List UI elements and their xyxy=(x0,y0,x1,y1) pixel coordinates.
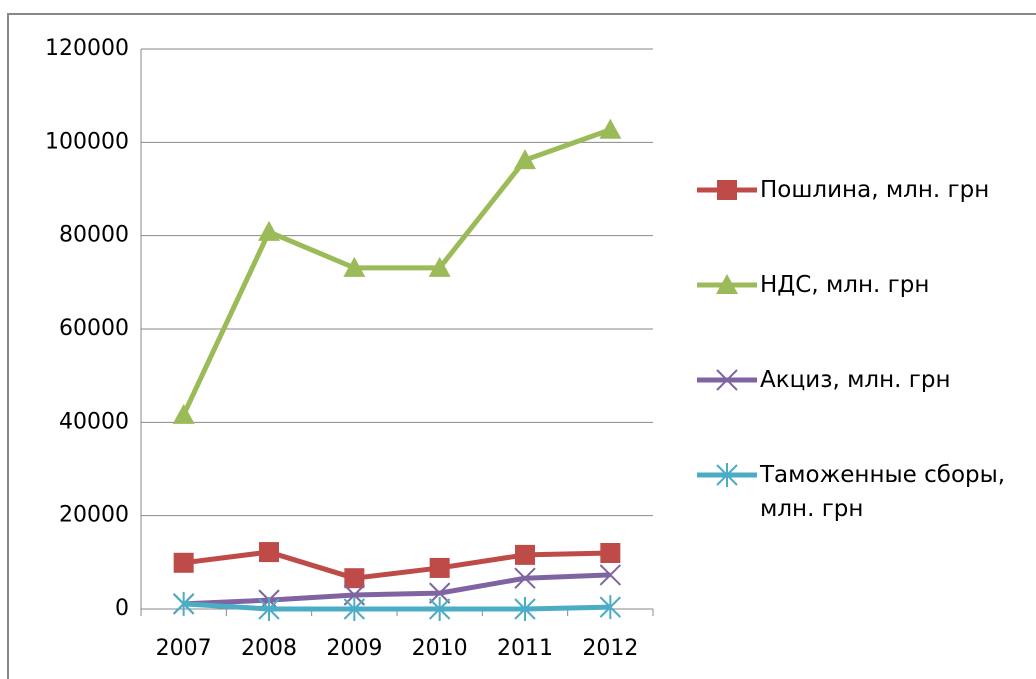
legend-label: НДС, млн. грн xyxy=(760,272,930,298)
marker xyxy=(514,597,536,621)
legend-label: Акциз, млн. грн xyxy=(760,367,951,393)
marker xyxy=(514,567,536,589)
marker xyxy=(599,118,622,139)
marker xyxy=(515,544,535,565)
y-tick-label: 100000 xyxy=(45,129,129,154)
y-tick-label: 20000 xyxy=(59,503,129,528)
marker xyxy=(428,582,451,604)
legend-marker xyxy=(717,180,737,200)
marker xyxy=(259,542,279,563)
marker xyxy=(343,256,366,277)
marker xyxy=(514,149,536,170)
x-tick-label: 2007 xyxy=(156,636,212,661)
legend-marker xyxy=(716,274,738,294)
series-line xyxy=(183,572,611,607)
legend-label: Таможенные сборы, млн. грн xyxy=(760,462,1006,522)
marker xyxy=(173,552,194,573)
legend-marker xyxy=(716,463,738,487)
marker xyxy=(599,564,622,586)
legend-marker xyxy=(716,369,738,391)
marker xyxy=(600,543,621,563)
x-tick-label: 2012 xyxy=(582,636,638,661)
legend-label: Пошлина, млн. грн xyxy=(760,177,990,203)
series-line xyxy=(181,127,612,416)
marker xyxy=(172,403,195,424)
marker xyxy=(428,597,451,621)
x-tick-label: 2010 xyxy=(412,636,468,661)
y-tick-label: 0 xyxy=(115,596,129,621)
marker xyxy=(429,557,450,578)
y-tick-label: 60000 xyxy=(59,316,129,341)
series-line xyxy=(183,601,611,612)
y-tick-label: 120000 xyxy=(45,36,129,61)
marker xyxy=(344,568,365,589)
series-line xyxy=(183,549,611,581)
x-tick-label: 2011 xyxy=(497,636,553,661)
y-tick-label: 80000 xyxy=(59,223,129,248)
y-tick-label: 40000 xyxy=(59,409,129,434)
x-tick-label: 2008 xyxy=(241,636,297,661)
marker xyxy=(258,220,280,241)
marker xyxy=(343,597,366,621)
x-tick-label: 2009 xyxy=(326,636,382,661)
marker xyxy=(172,591,195,616)
marker xyxy=(428,256,451,277)
marker xyxy=(599,595,622,620)
marker xyxy=(258,597,280,621)
